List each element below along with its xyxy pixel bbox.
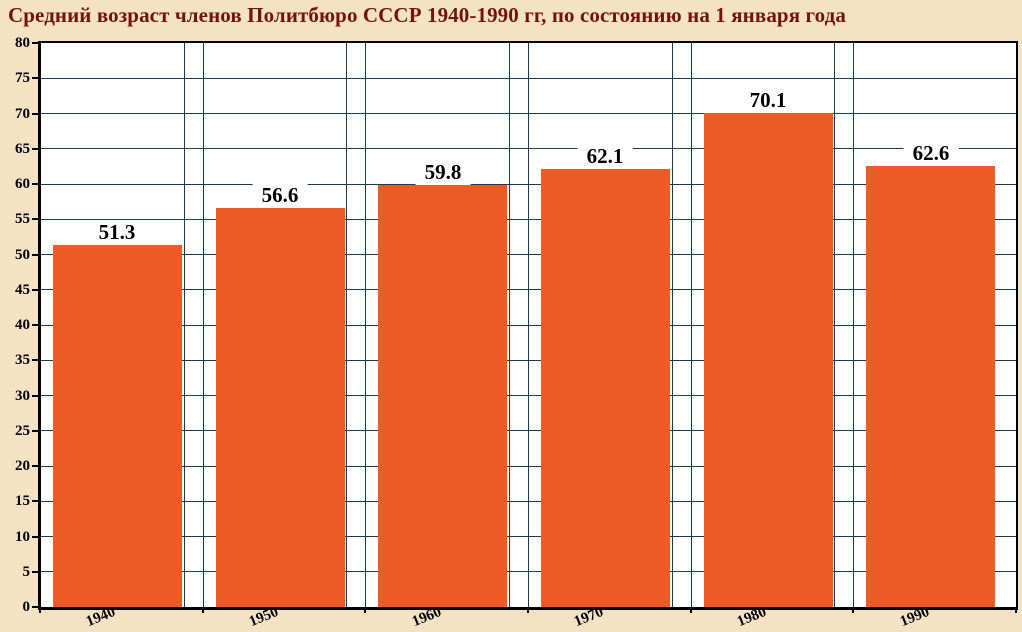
bar-value-label: 70.1 — [740, 88, 796, 113]
y-axis-tick-label: 65 — [15, 141, 30, 157]
y-axis-tick-label: 75 — [15, 70, 30, 86]
v-gridline — [853, 43, 854, 607]
bar-value-label: 51.3 — [89, 220, 145, 245]
x-axis-tick — [690, 607, 692, 613]
y-axis-tick — [32, 324, 39, 326]
y-axis-tick — [32, 465, 39, 467]
x-axis-tick — [527, 607, 529, 613]
y-axis-tick — [32, 359, 39, 361]
x-axis-tick — [364, 607, 366, 613]
y-axis-tick — [32, 430, 39, 432]
v-gridline — [672, 43, 673, 607]
v-gridline — [834, 43, 835, 607]
y-axis-tick — [32, 183, 39, 185]
y-axis-tick-label: 45 — [15, 282, 30, 298]
y-axis-tick — [32, 571, 39, 573]
y-axis-tick — [32, 606, 39, 608]
y-axis-tick-label: 55 — [15, 211, 30, 227]
v-gridline — [528, 43, 529, 607]
bar-value-label: 56.6 — [252, 183, 308, 208]
v-gridline — [691, 43, 692, 607]
y-axis-tick-label: 0 — [22, 599, 31, 615]
bar-value-label: 59.8 — [415, 160, 471, 185]
plot-area: 51.3 56.6 59.8 62.1 70.1 62.6 — [40, 43, 1016, 607]
x-axis-tick — [39, 607, 41, 613]
v-gridline — [203, 43, 204, 607]
y-axis-tick-label: 10 — [15, 529, 30, 545]
y-axis-tick-label: 25 — [15, 423, 30, 439]
x-axis-tick-label: 1980 — [734, 603, 769, 631]
v-gridline — [346, 43, 347, 607]
v-gridline — [184, 43, 185, 607]
bar — [704, 113, 833, 607]
y-axis-tick-label: 50 — [15, 247, 30, 263]
y-axis-tick-label: 40 — [15, 317, 30, 333]
y-axis-tick — [32, 148, 39, 150]
y-axis-tick-label: 70 — [15, 106, 30, 122]
y-axis-tick — [32, 500, 39, 502]
chart-title: Средний возраст членов Политбюро СССР 19… — [8, 3, 846, 27]
x-axis-tick — [852, 607, 854, 613]
bar — [541, 169, 670, 607]
bar — [866, 166, 995, 607]
y-axis-tick-label: 20 — [15, 458, 30, 474]
x-axis-tick-label: 1940 — [83, 603, 118, 631]
y-axis-tick-label: 30 — [15, 388, 30, 404]
y-axis-tick — [32, 42, 39, 44]
y-axis-tick — [32, 536, 39, 538]
y-axis-tick — [32, 289, 39, 291]
x-axis-tick — [1015, 607, 1017, 613]
y-axis-tick-label: 15 — [15, 493, 30, 509]
y-axis-tick — [32, 218, 39, 220]
bar — [216, 208, 345, 607]
y-axis-tick-label: 80 — [15, 35, 30, 51]
y-axis-tick-label: 35 — [15, 352, 30, 368]
y-axis-tick-label: 5 — [22, 564, 31, 580]
y-axis-tick — [32, 77, 39, 79]
y-axis-tick — [32, 113, 39, 115]
y-axis-tick-label: 60 — [15, 176, 30, 192]
bar — [53, 245, 182, 607]
x-axis-tick-label: 1990 — [897, 603, 932, 631]
bar-value-label: 62.6 — [903, 141, 959, 166]
x-axis-tick — [202, 607, 204, 613]
y-axis-tick — [32, 395, 39, 397]
x-axis-tick-label: 1970 — [571, 603, 606, 631]
x-axis-tick-label: 1950 — [246, 603, 281, 631]
bar-value-label: 62.1 — [577, 144, 633, 169]
v-gridline — [509, 43, 510, 607]
y-axis-tick — [32, 254, 39, 256]
x-axis-tick-label: 1960 — [409, 603, 444, 631]
v-gridline — [365, 43, 366, 607]
bar — [378, 185, 507, 607]
